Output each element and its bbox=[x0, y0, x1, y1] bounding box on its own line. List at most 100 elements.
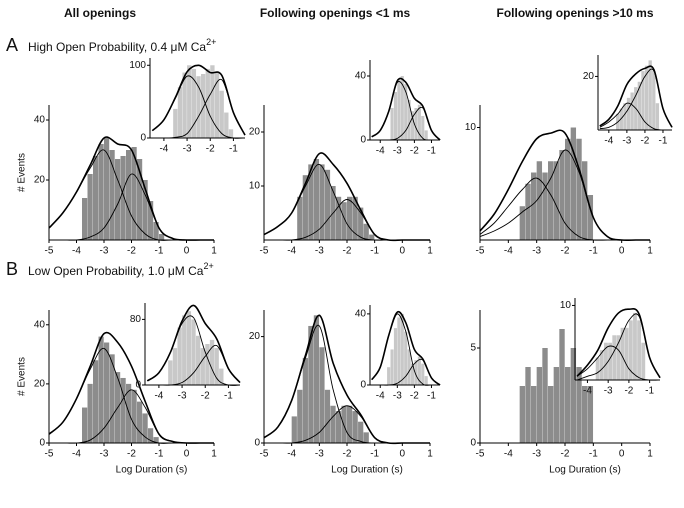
x-axis-label: Log Duration (s) bbox=[549, 465, 621, 476]
panel: -4 -3 -2 -1 0 100 bbox=[129, 58, 246, 155]
x-tick-label: -2 bbox=[410, 391, 419, 402]
bar bbox=[559, 150, 565, 240]
x-tick-label: -3 bbox=[315, 246, 324, 257]
bar bbox=[195, 335, 201, 385]
x-tick-label: -4 bbox=[376, 146, 385, 157]
column-title: All openings bbox=[64, 6, 136, 20]
bar bbox=[628, 320, 633, 380]
x-tick-label: -2 bbox=[343, 246, 352, 257]
bar bbox=[82, 407, 88, 443]
bar bbox=[393, 328, 398, 385]
bar bbox=[200, 348, 205, 385]
bar bbox=[620, 327, 625, 380]
bar bbox=[570, 348, 577, 443]
bar bbox=[87, 174, 93, 240]
y-tick-label: 0 bbox=[39, 438, 45, 449]
bar bbox=[410, 111, 415, 140]
panel: -5 -4 -3 -2 -1 0 1 10 bbox=[465, 105, 653, 257]
bar bbox=[358, 207, 364, 240]
x-tick-label: 0 bbox=[184, 246, 190, 257]
bar bbox=[424, 376, 428, 385]
bar bbox=[93, 156, 99, 240]
bar bbox=[369, 234, 375, 240]
row-label-text: Low Open Probability, 1.0 μM Ca bbox=[28, 264, 204, 278]
bar bbox=[390, 349, 394, 385]
x-tick-label: -5 bbox=[476, 449, 485, 460]
x-tick-label: 1 bbox=[211, 449, 217, 460]
bar bbox=[531, 172, 537, 240]
y-tick-label: 5 bbox=[470, 343, 476, 354]
bar bbox=[148, 428, 154, 443]
bar bbox=[352, 411, 358, 443]
bar bbox=[153, 437, 159, 443]
bar bbox=[616, 335, 621, 380]
x-tick-label: -4 bbox=[159, 144, 168, 155]
x-tick-label: -1 bbox=[659, 136, 668, 147]
bar bbox=[291, 416, 297, 443]
bar bbox=[324, 389, 331, 443]
x-tick-label: -2 bbox=[206, 144, 215, 155]
bar bbox=[641, 342, 646, 380]
bar bbox=[330, 405, 336, 443]
bar bbox=[536, 161, 543, 240]
bar bbox=[633, 312, 637, 380]
bar bbox=[619, 108, 623, 130]
bar bbox=[200, 74, 206, 138]
bar bbox=[335, 196, 342, 240]
bar bbox=[410, 363, 415, 385]
x-tick-label: -4 bbox=[583, 386, 592, 397]
x-tick-label: -1 bbox=[589, 246, 598, 257]
bar bbox=[417, 104, 421, 140]
bar bbox=[424, 130, 428, 140]
bar bbox=[407, 100, 411, 140]
x-tick-label: -2 bbox=[561, 246, 570, 257]
x-tick-label: -2 bbox=[343, 449, 352, 460]
x-tick-label: -3 bbox=[178, 391, 187, 402]
bar bbox=[525, 367, 531, 443]
bar bbox=[404, 84, 408, 140]
bar bbox=[104, 342, 110, 443]
x-tick-label: -3 bbox=[532, 449, 541, 460]
bar bbox=[205, 68, 210, 138]
bar bbox=[126, 150, 132, 240]
bar bbox=[168, 360, 173, 385]
bar bbox=[421, 116, 425, 140]
row-letter: A bbox=[6, 35, 18, 55]
bar bbox=[313, 315, 320, 443]
y-tick-label: 0 bbox=[135, 380, 141, 391]
bar bbox=[414, 360, 418, 385]
bar bbox=[637, 320, 642, 380]
bar bbox=[191, 319, 196, 385]
bar bbox=[87, 383, 93, 443]
x-tick-label: -2 bbox=[127, 449, 136, 460]
x-tick-label: -2 bbox=[127, 246, 136, 257]
bar bbox=[363, 432, 369, 443]
bar bbox=[120, 377, 126, 443]
x-tick-label: -4 bbox=[287, 246, 296, 257]
bar bbox=[576, 367, 582, 443]
x-tick-label: -3 bbox=[315, 449, 324, 460]
x-tick-label: -1 bbox=[224, 391, 233, 402]
x-tick-label: -1 bbox=[427, 146, 436, 157]
x-tick-label: -4 bbox=[376, 391, 385, 402]
bar bbox=[565, 367, 571, 443]
bar bbox=[142, 180, 148, 240]
x-tick-label: 1 bbox=[647, 449, 653, 460]
y-tick-label: 0 bbox=[140, 133, 146, 144]
bar bbox=[196, 76, 201, 138]
bar bbox=[363, 223, 369, 240]
bar bbox=[302, 357, 308, 443]
y-tick-label: 20 bbox=[249, 331, 261, 342]
bar bbox=[104, 138, 110, 240]
panel: -4 -3 -2 -1 0 40 bbox=[355, 305, 441, 402]
bar bbox=[576, 138, 582, 240]
x-tick-label: -3 bbox=[100, 246, 109, 257]
y-tick-label: 10 bbox=[249, 181, 261, 192]
row-label: High Open Probability, 0.4 μM Ca2+ bbox=[28, 37, 216, 54]
x-tick-label: -5 bbox=[260, 246, 269, 257]
bar bbox=[587, 195, 594, 240]
x-tick-label: -2 bbox=[561, 449, 570, 460]
x-tick-label: -2 bbox=[640, 136, 649, 147]
